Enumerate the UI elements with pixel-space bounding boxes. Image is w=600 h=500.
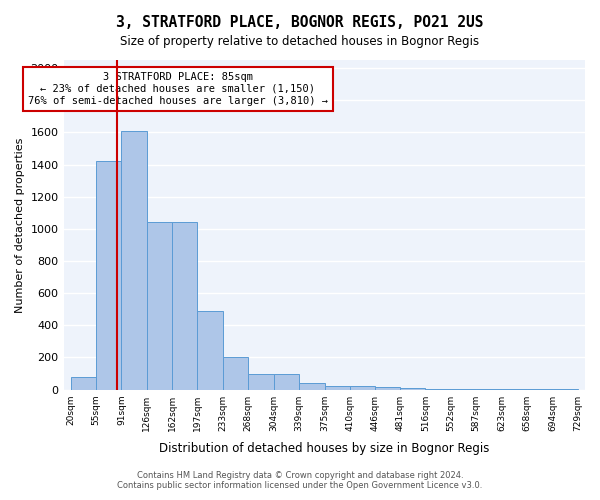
Bar bbox=[451, 389, 476, 390]
Bar bbox=[223, 358, 248, 390]
Bar bbox=[197, 311, 223, 390]
Bar bbox=[274, 374, 299, 390]
Bar bbox=[325, 386, 350, 390]
Bar bbox=[172, 222, 197, 390]
Bar bbox=[71, 377, 96, 390]
Bar bbox=[350, 386, 376, 390]
Bar bbox=[425, 389, 451, 390]
Bar bbox=[248, 374, 274, 390]
Text: Contains HM Land Registry data © Crown copyright and database right 2024.
Contai: Contains HM Land Registry data © Crown c… bbox=[118, 470, 482, 490]
Y-axis label: Number of detached properties: Number of detached properties bbox=[15, 137, 25, 312]
Bar bbox=[476, 389, 502, 390]
Text: 3, STRATFORD PLACE, BOGNOR REGIS, PO21 2US: 3, STRATFORD PLACE, BOGNOR REGIS, PO21 2… bbox=[116, 15, 484, 30]
Text: Size of property relative to detached houses in Bognor Regis: Size of property relative to detached ho… bbox=[121, 35, 479, 48]
Bar bbox=[146, 222, 172, 390]
Bar bbox=[553, 389, 578, 390]
Bar bbox=[400, 388, 425, 390]
Text: 3 STRATFORD PLACE: 85sqm
← 23% of detached houses are smaller (1,150)
76% of sem: 3 STRATFORD PLACE: 85sqm ← 23% of detach… bbox=[28, 72, 328, 106]
Bar bbox=[121, 131, 146, 390]
Bar bbox=[527, 389, 553, 390]
Bar bbox=[96, 162, 121, 390]
Bar bbox=[502, 389, 527, 390]
Bar bbox=[376, 387, 400, 390]
X-axis label: Distribution of detached houses by size in Bognor Regis: Distribution of detached houses by size … bbox=[159, 442, 490, 455]
Bar bbox=[299, 383, 325, 390]
